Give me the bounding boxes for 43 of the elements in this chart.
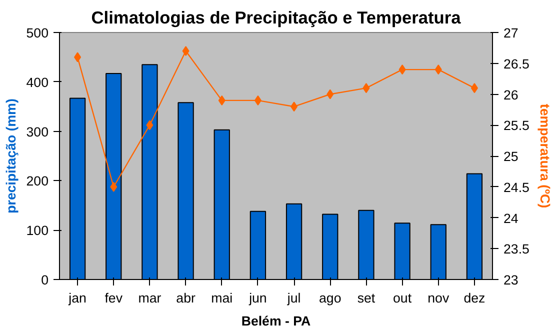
x-tick-label: abr [176, 290, 196, 306]
y2-tick-label: 25 [504, 149, 518, 164]
point [182, 46, 190, 56]
y2-tick-label: 24.5 [504, 180, 530, 195]
x-tick-label: mar [138, 290, 162, 306]
point [470, 83, 478, 94]
y-tick-label: 0 [41, 272, 49, 288]
x-tick-label: mai [211, 290, 233, 306]
y2-tick-label: 26.5 [504, 56, 530, 72]
y2-tick-label: 24 [504, 210, 519, 226]
chart-title: Climatologias de Precipitação e Temperatura [91, 8, 462, 28]
point [146, 120, 154, 130]
y-axis-title: precipitação (mm) [3, 98, 18, 214]
point [218, 95, 226, 106]
x-tick-label: ago [319, 290, 342, 306]
x-tick-label: jun [248, 290, 267, 306]
x-tick-label: dez [464, 290, 486, 306]
point [434, 64, 442, 75]
point [326, 89, 334, 100]
y2-tick-label: 23.5 [504, 242, 530, 257]
x-axis-title: Belém - PA [241, 314, 312, 328]
point [74, 52, 82, 62]
x-tick-label: set [357, 290, 376, 306]
y2-tick-label: 25.5 [504, 118, 530, 134]
x-tick-label: jul [286, 290, 301, 306]
point [110, 182, 118, 192]
x-tick-label: fev [104, 290, 123, 306]
x-tick-label: nov [428, 290, 450, 306]
point [254, 95, 262, 106]
y-tick-label: 400 [26, 74, 49, 90]
y-tick-label: 200 [26, 174, 49, 189]
x-tick-label: jan [68, 290, 86, 306]
x-tick-label: out [393, 290, 412, 306]
y2-tick-label: 26 [504, 87, 518, 102]
y-tick-label: 100 [26, 223, 49, 238]
y-tick-label: 500 [26, 26, 49, 40]
y-tick-label: 300 [26, 124, 49, 140]
y2-tick-label: 23 [504, 272, 518, 288]
y2-axis-title: temperatura (ºC) [537, 104, 552, 208]
point [290, 102, 298, 112]
y2-tick-label: 27 [504, 26, 518, 40]
point [362, 83, 370, 94]
point [398, 64, 406, 75]
